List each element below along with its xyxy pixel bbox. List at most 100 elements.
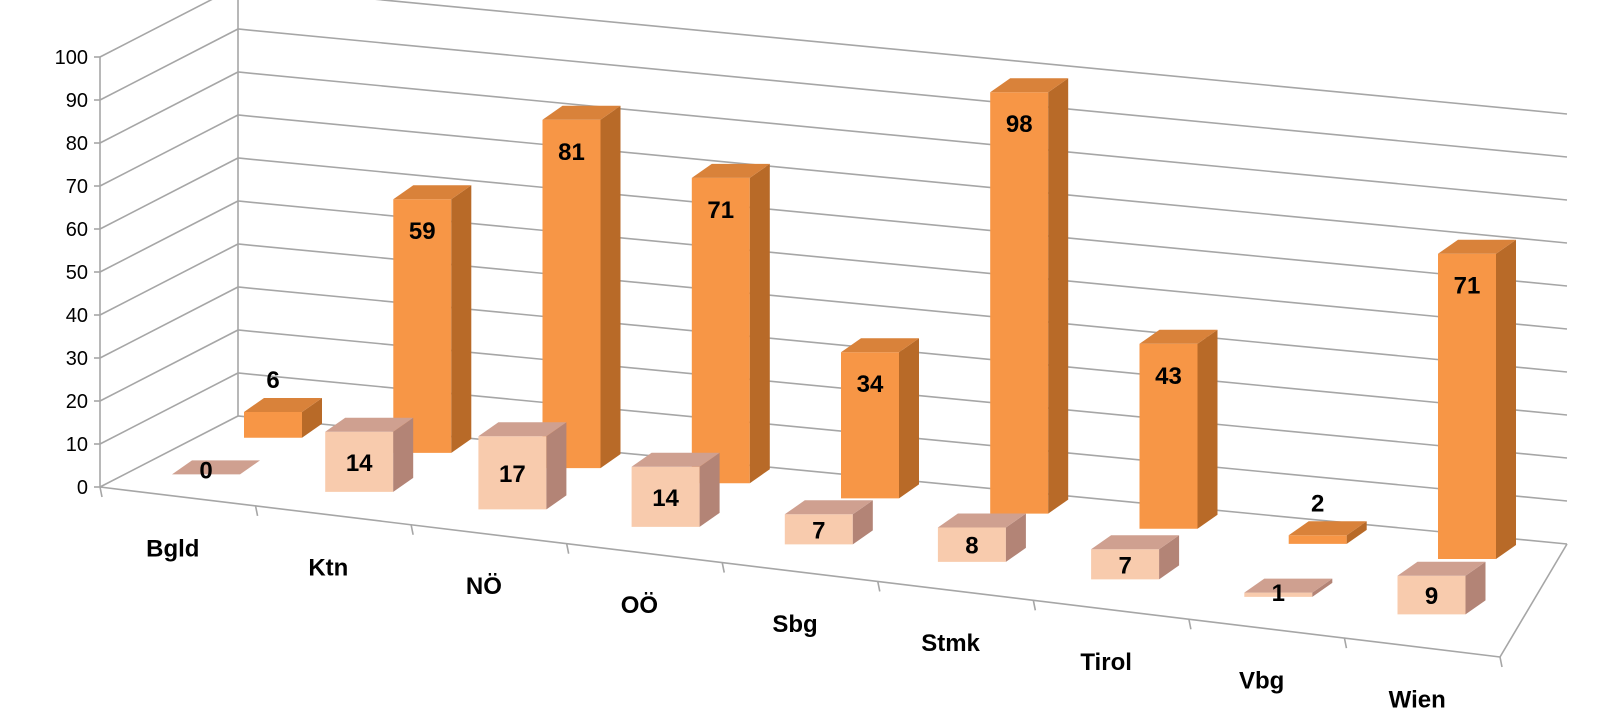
bar-Ktn: [325, 417, 414, 492]
bar-Tirol-top: [1139, 329, 1218, 344]
bar-Vbg-top: [1288, 521, 1367, 536]
bar-Ktn: [393, 185, 472, 453]
bars: [172, 78, 1516, 615]
bar-Stmk-top: [937, 513, 1026, 528]
y-tick-label: 90: [66, 90, 88, 112]
x-tick-label: NÖ: [466, 573, 502, 600]
bar-NÖ: [478, 422, 567, 510]
data-label: 7: [812, 517, 825, 544]
bar-Ktn-top: [325, 417, 414, 432]
y-tick-label: 20: [66, 391, 88, 413]
x-tick-mark: [1032, 600, 1037, 611]
bar-Vbg: [1244, 578, 1333, 597]
data-label: 98: [1006, 111, 1033, 138]
bar-Wien-side: [1465, 561, 1486, 615]
x-tick-mark: [565, 543, 570, 554]
x-tick-mark: [876, 581, 881, 592]
x-tick-label: OÖ: [621, 592, 658, 619]
bar-Bgld: [244, 398, 322, 438]
y-tick-label: 80: [66, 133, 88, 155]
x-tick-mark: [99, 486, 103, 498]
y-tick-label: 100: [55, 47, 88, 69]
bar-OÖ-top: [631, 452, 720, 467]
bar-Stmk-side: [1048, 78, 1069, 514]
data-label: 71: [707, 197, 734, 224]
bar-OÖ-side: [699, 452, 720, 527]
data-label: 1: [1272, 580, 1285, 607]
data-label: 8: [965, 533, 978, 560]
x-tick-label: Bgld: [146, 535, 199, 562]
gridline: [99, 0, 1568, 115]
bar-Vbg-front: [1244, 592, 1313, 597]
bar-Wien-front: [1438, 253, 1496, 559]
data-label: 59: [409, 218, 436, 245]
x-tick-mark: [1343, 637, 1348, 649]
bar-Ktn-top: [393, 185, 472, 200]
bar-Stmk: [937, 513, 1026, 562]
bar-OÖ: [631, 452, 720, 527]
bar-Sbg: [841, 338, 919, 499]
bar-Sbg-side: [852, 500, 873, 545]
bar-NÖ-side: [546, 422, 567, 510]
bar-Wien: [1397, 561, 1486, 615]
bar-Wien-side: [1496, 239, 1516, 559]
bar-Sbg-front: [841, 352, 899, 499]
gridlines: [99, 0, 1568, 545]
x-tick-mark: [1188, 619, 1192, 630]
bar-Bgld-side: [302, 398, 322, 438]
bar-Ktn-front: [393, 199, 452, 453]
x-tick-label: Wien: [1389, 687, 1446, 714]
data-label: 14: [652, 485, 679, 512]
bar-Stmk-front: [937, 527, 1006, 562]
bar-Wien-top: [1438, 239, 1516, 254]
x-tick-mark: [1499, 656, 1503, 668]
bar-Ktn-side: [393, 417, 414, 492]
bar-NÖ-front: [478, 436, 547, 510]
bar-NÖ-side: [600, 105, 621, 469]
y-tick-label: 0: [77, 477, 88, 499]
data-label: 81: [558, 139, 585, 166]
x-tick-mark: [254, 505, 259, 517]
bar-Tirol: [1139, 329, 1218, 529]
bar-Stmk: [990, 78, 1069, 514]
x-tick-label: Stmk: [921, 630, 980, 657]
x-axis-line: [99, 486, 1501, 658]
y-tick-label: 60: [66, 219, 88, 241]
bar-OÖ-front: [631, 466, 700, 527]
bar-NÖ-top: [542, 105, 621, 120]
bar-Vbg-side: [1312, 578, 1333, 597]
bar-Tirol-top: [1091, 535, 1180, 550]
bar-NÖ-front: [542, 119, 601, 469]
bar-Tirol-side: [1159, 535, 1180, 580]
bar-Sbg-top: [841, 338, 919, 353]
y-tick-label: 70: [66, 176, 88, 198]
data-label: 2: [1311, 490, 1324, 517]
bar-Vbg: [1288, 521, 1367, 544]
bar-OÖ-front: [691, 177, 750, 484]
data-label: 43: [1155, 363, 1182, 390]
bar-Tirol-side: [1197, 329, 1218, 529]
x-tick-label: Sbg: [772, 611, 817, 638]
bar-Stmk-side: [1005, 513, 1026, 562]
y-tick-label: 30: [66, 348, 88, 370]
bar-Tirol: [1091, 535, 1180, 580]
bar-Tirol-front: [1091, 549, 1160, 580]
bar-Sbg-side: [899, 338, 919, 499]
x-tick-label: Vbg: [1239, 668, 1284, 695]
bar-NÖ-top: [478, 422, 567, 437]
x-tick-mark: [410, 524, 414, 535]
bar-Wien: [1438, 239, 1516, 559]
x-tick-mark: [721, 562, 726, 573]
x-tick-label: Ktn: [308, 554, 348, 581]
bar-Wien-top: [1397, 561, 1486, 576]
bar-Wien-front: [1397, 575, 1466, 615]
bar-NÖ: [542, 105, 621, 469]
bar-Sbg: [784, 500, 873, 545]
data-label: 34: [857, 371, 884, 398]
data-label: 71: [1454, 273, 1481, 300]
bar-OÖ: [691, 163, 770, 484]
bar-Vbg-top: [1244, 578, 1333, 593]
bar-Vbg-side: [1346, 521, 1367, 544]
